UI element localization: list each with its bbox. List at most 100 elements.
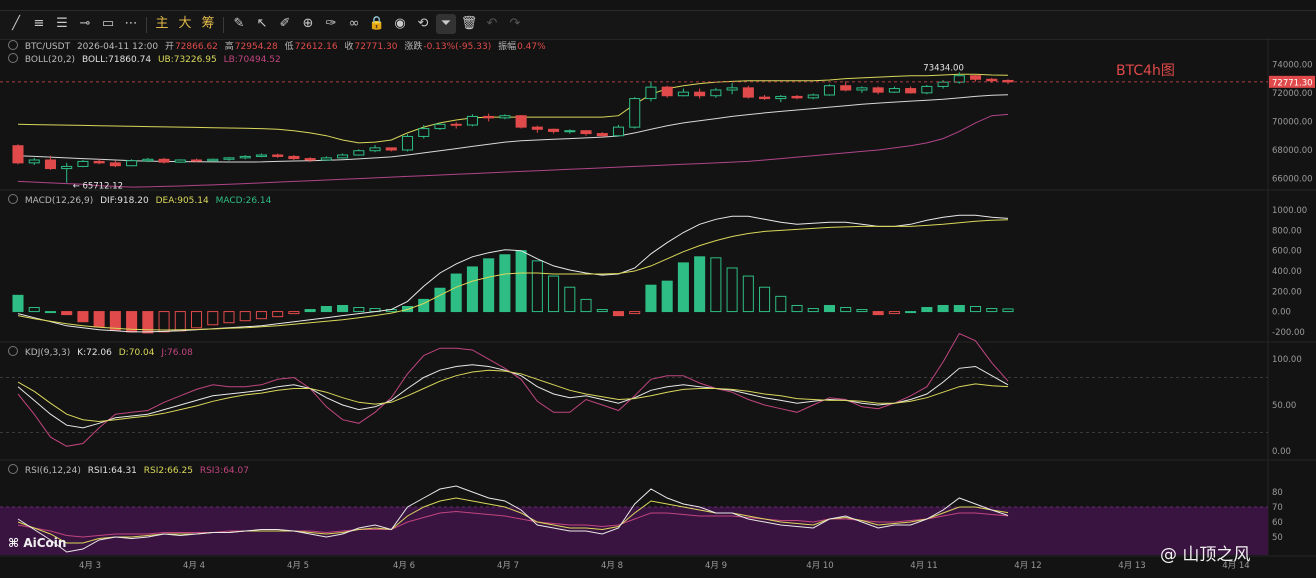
macd-bar (353, 307, 365, 313)
indicator-button-0[interactable]: 主 (155, 16, 169, 31)
candle (142, 158, 154, 162)
toolbar-separator (146, 17, 147, 33)
ray-tool-icon[interactable]: ⊸ (79, 16, 91, 31)
toolbar-separator (223, 17, 224, 33)
datetime-label: 2026-04-11 12:00 (76, 42, 159, 52)
open-value: 72866.62 (174, 42, 218, 52)
visibility-toggle-icon[interactable] (8, 346, 18, 356)
d-value: D:70.04 (118, 348, 155, 358)
macd-bar (807, 308, 819, 313)
candle (337, 154, 349, 159)
macd-bar (856, 309, 868, 313)
j-value: J:76.08 (161, 348, 193, 358)
macd-bar (304, 309, 316, 313)
candle (645, 86, 657, 100)
indicator-button-1[interactable]: 大 (178, 16, 192, 31)
visibility-toggle-icon[interactable] (8, 194, 18, 204)
change-value: -0.13%(-95.33) (423, 42, 492, 52)
candle (548, 128, 560, 132)
aicoin-logo: ⌘ AiCoin (8, 536, 67, 550)
dea-line (17, 219, 1009, 331)
boll-ub-value: UB:73226.95 (157, 55, 217, 65)
visibility-toggle-icon[interactable] (8, 40, 18, 50)
macd-axis-tick: 1000.00 (1272, 206, 1307, 216)
macd-bar (629, 311, 641, 315)
macd-bar (44, 311, 56, 314)
price-legend: BTC/USDT 2026-04-11 12:00 开72866.62 高729… (8, 40, 550, 53)
eye-icon[interactable]: ◉ (394, 16, 406, 31)
macd-axis-tick: 0.00 (1272, 308, 1291, 318)
macd-bar (190, 311, 203, 329)
candle (44, 159, 56, 170)
macd-bar (531, 260, 543, 313)
price-axis-tick: 70000.00 (1272, 117, 1313, 127)
candle (369, 147, 381, 152)
rsi-axis-tick: 80 (1272, 488, 1283, 498)
macd-axis-tick: 200.00 (1272, 287, 1302, 297)
macd-bar (710, 257, 722, 313)
macd-value: MACD:26.14 (215, 196, 272, 206)
macd-bar (77, 311, 89, 323)
macd-bar (937, 304, 949, 313)
lock-icon[interactable]: 🔒 (368, 16, 386, 31)
macd-bar (1002, 308, 1014, 313)
macd-bar (823, 304, 836, 313)
candle (775, 95, 787, 100)
date-tick: 4月 6 (393, 561, 415, 571)
ruler-icon[interactable]: ✐ (279, 16, 291, 31)
macd-bar (337, 304, 349, 313)
dotted-line-icon[interactable]: ⋯ (124, 16, 138, 31)
macd-bar (450, 273, 462, 313)
candle (466, 115, 478, 126)
magnet-icon[interactable]: ⟲ (417, 16, 429, 31)
title-mark: BTC4h图 (1116, 63, 1175, 79)
cursor-icon[interactable]: ↖ (256, 16, 268, 31)
candle (353, 150, 365, 156)
line-tool-icon[interactable]: ╱ (12, 16, 20, 31)
price-axis-tick: 72000.00 (1272, 89, 1313, 99)
edit-icon[interactable]: ✎ (233, 16, 245, 31)
visibility-toggle-icon[interactable] (8, 53, 18, 63)
indicator-button-2[interactable]: 筹 (201, 16, 215, 31)
date-tick: 4月 14 (1222, 561, 1249, 571)
macd-bar (93, 311, 105, 328)
drawing-toolbar: ╱ ≡ ☰ ⊸ ▭ ⋯ 主大筹 ✎ ↖ ✐ ⊕ ✑ ∞ 🔒 ◉ ⟲ ⏷ 🗑 ↶ ↷ (0, 10, 1316, 40)
filter-icon[interactable]: ⏷ (436, 14, 456, 34)
date-tick: 4月 9 (705, 561, 727, 571)
kdj-axis-tick: 100.00 (1272, 355, 1302, 365)
date-tick: 4月 12 (1014, 561, 1041, 571)
candle (856, 87, 868, 91)
link-icon[interactable]: ∞ (348, 16, 360, 31)
candle (710, 89, 722, 97)
candle (629, 98, 641, 128)
kdj-name: KDJ(9,3,3) (24, 348, 71, 358)
zoom-in-icon[interactable]: ⊕ (302, 16, 314, 31)
date-tick: 4月 13 (1118, 561, 1145, 571)
undo-icon[interactable]: ↶ (486, 16, 498, 31)
parallel-lines-icon[interactable]: ☰ (56, 16, 68, 31)
redo-icon[interactable]: ↷ (509, 16, 521, 31)
macd-bar (970, 306, 982, 313)
macd-bar (320, 306, 332, 313)
j-line (17, 332, 1009, 447)
price-axis-tick: 68000.00 (1272, 146, 1313, 156)
brush-icon[interactable]: ✑ (325, 16, 337, 31)
candle (77, 160, 89, 167)
macd-bar (775, 295, 787, 313)
macd-bar (239, 311, 251, 322)
k-value: K:72.06 (77, 348, 112, 358)
rsi-band (0, 507, 1268, 555)
candle (158, 158, 170, 163)
rsi3-value: RSI3:64.07 (199, 466, 249, 476)
candle (986, 78, 998, 82)
candle (531, 126, 543, 130)
horizontal-lines-icon[interactable]: ≡ (33, 16, 45, 31)
date-tick: 4月 8 (601, 561, 623, 571)
rectangle-tool-icon[interactable]: ▭ (101, 16, 115, 31)
macd-bar (28, 307, 40, 313)
visibility-toggle-icon[interactable] (8, 464, 18, 474)
macd-bar (61, 311, 73, 316)
trash-icon[interactable]: 🗑 (460, 16, 478, 31)
rsi2-line (17, 497, 1009, 544)
